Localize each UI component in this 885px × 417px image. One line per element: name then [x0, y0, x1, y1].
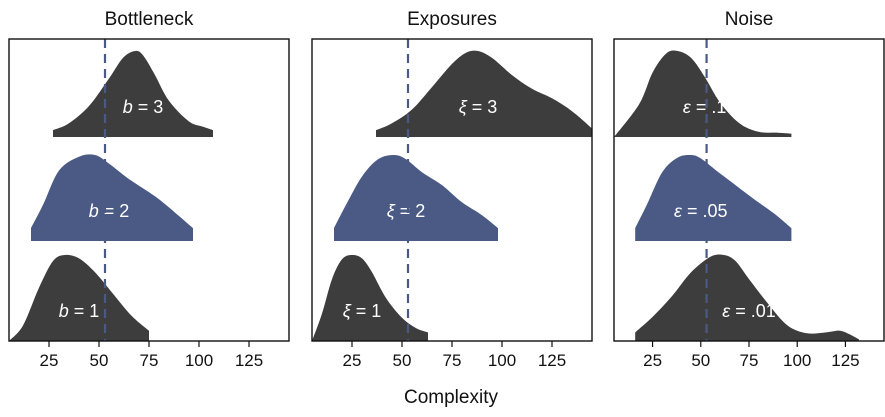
x-tick-label: 75	[740, 351, 759, 370]
x-tick-label: 125	[538, 351, 566, 370]
density-ridge-1	[635, 254, 859, 341]
panel-title: Bottleneck	[105, 9, 194, 30]
ridges-group: b = 3 b = 2 b = 1	[9, 50, 213, 341]
density-ridge-2	[334, 155, 498, 241]
density-ridge-2	[31, 154, 193, 241]
x-tick-label: 100	[783, 351, 811, 370]
x-tick-label: 125	[235, 351, 263, 370]
x-tick-label: 75	[140, 351, 159, 370]
ridge-label: ξ = 3	[459, 97, 498, 117]
density-ridge-1	[9, 254, 149, 341]
ridge-label: ε = .1	[683, 97, 726, 117]
ridges-group: ξ = 3 ξ = 2 ξ = 1	[312, 50, 592, 341]
x-tick-label: 100	[185, 351, 213, 370]
density-ridge-3	[53, 50, 213, 137]
x-tick-label: 25	[643, 351, 662, 370]
x-tick-label: 50	[90, 351, 109, 370]
x-tick-label: 50	[691, 351, 710, 370]
x-tick-label: 125	[831, 351, 859, 370]
panel-exposures: Exposures ξ = 3 ξ = 2 ξ = 1 25 50 75 100 125	[311, 9, 593, 370]
ridges-group: ε = .1 ε = .05 ε = .01	[614, 50, 859, 341]
ridge-label: ε = .05	[674, 201, 727, 221]
panel-title: Noise	[725, 9, 774, 30]
x-tick-label: 25	[343, 351, 362, 370]
panel-noise: Noise ε = .1 ε = .05 ε = .01 25 50 75 100 125	[613, 9, 885, 370]
x-tick-label: 100	[488, 351, 516, 370]
x-tick-label: 25	[40, 351, 59, 370]
panel-title: Exposures	[407, 9, 497, 30]
density-ridge-2	[635, 154, 792, 241]
density-ridge-3	[614, 50, 792, 137]
density-ridge-1	[312, 254, 428, 341]
ridge-label: ξ = 1	[343, 301, 382, 321]
x-axis-label: Complexity	[404, 387, 498, 408]
density-ridge-3	[376, 50, 592, 137]
ridge-label: b = 1	[59, 301, 100, 321]
ridge-label: ξ = 2	[387, 201, 426, 221]
panel-bottleneck: Bottleneck b = 3 b = 2 b = 1 25 50 75 100 125	[8, 9, 290, 370]
ridge-label: b = 3	[123, 97, 164, 117]
x-tick-label: 50	[393, 351, 412, 370]
x-tick-label: 75	[443, 351, 462, 370]
ridge-label: ε = .01	[722, 301, 775, 321]
ridge-label: b = 2	[89, 201, 130, 221]
